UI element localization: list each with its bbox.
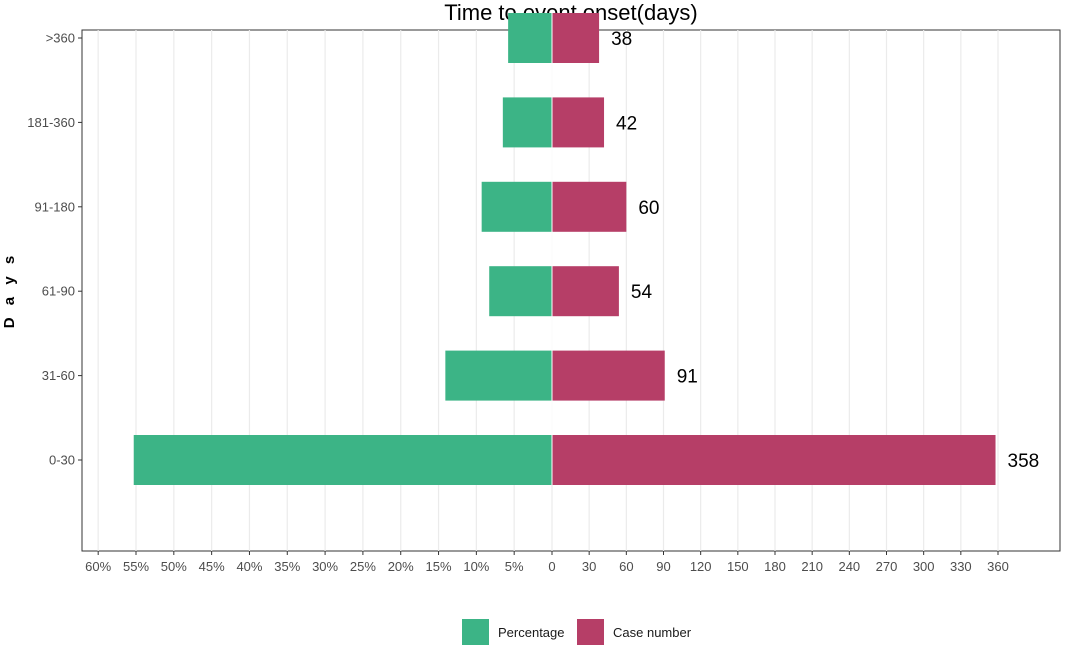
y-tick-label: 31-60 (42, 368, 75, 383)
value-label: 38 (611, 29, 632, 50)
y-tick-label: >360 (46, 31, 75, 46)
x-tick-label: 5% (505, 559, 524, 574)
y-tick-label: 0-30 (49, 453, 75, 468)
value-label: 42 (616, 113, 637, 134)
bar-percentage-5 (508, 13, 552, 63)
legend: Percentage Case number (462, 619, 692, 645)
value-label: 54 (631, 282, 653, 303)
x-tick-label: 20% (388, 559, 414, 574)
x-axis-ticks: 60% 55% 50% 45% 40% 35% 30% 25% 20% 15% 10% 5% 0 30 60… (85, 551, 1009, 574)
y-axis-ticks: 0-30 31-60 61-90 91-180 181-360 >360 (27, 31, 82, 468)
bar-percentage-4 (502, 97, 552, 148)
x-tick-label: 210 (801, 559, 823, 574)
y-tick-label: 181-360 (27, 115, 75, 130)
bar-case-number-1 (552, 350, 665, 401)
bar-percentage-2 (489, 266, 552, 317)
x-tick-label: 45% (199, 559, 225, 574)
x-tick-label: 25% (350, 559, 376, 574)
x-tick-label: 30% (312, 559, 338, 574)
x-tick-label: 240 (838, 559, 860, 574)
x-tick-label: 0 (548, 559, 555, 574)
x-tick-label: 330 (950, 559, 972, 574)
x-tick-label: 180 (764, 559, 786, 574)
x-tick-label: 15% (426, 559, 452, 574)
x-tick-label: 35% (274, 559, 300, 574)
x-tick-label: 40% (236, 559, 262, 574)
bar-percentage-3 (481, 181, 552, 232)
x-tick-label: 55% (123, 559, 149, 574)
bars (133, 13, 996, 485)
bar-case-number-2 (552, 266, 619, 317)
bar-case-number-5 (552, 13, 600, 63)
x-tick-label: 120 (690, 559, 712, 574)
bar-percentage-1 (445, 350, 552, 401)
legend-label-1: Case number (613, 625, 692, 640)
x-tick-label: 50% (161, 559, 187, 574)
value-label: 358 (1008, 451, 1040, 472)
value-label: 91 (677, 367, 698, 388)
legend-swatch-0 (462, 619, 489, 645)
value-label: 60 (638, 198, 659, 219)
y-axis-label: D a y s (1, 252, 18, 328)
x-tick-label: 150 (727, 559, 749, 574)
legend-swatch-1 (577, 619, 604, 645)
x-tick-label: 360 (987, 559, 1009, 574)
x-tick-label: 270 (876, 559, 898, 574)
value-labels: 358 91 54 60 42 38 (611, 29, 1039, 472)
bar-case-number-0 (552, 435, 996, 485)
x-tick-label: 10% (463, 559, 489, 574)
x-tick-label: 90 (656, 559, 670, 574)
bar-percentage-0 (133, 435, 553, 485)
x-tick-label: 60 (619, 559, 633, 574)
bar-case-number-4 (552, 97, 605, 148)
x-tick-label: 30 (582, 559, 596, 574)
y-tick-label: 61-90 (42, 284, 75, 299)
y-tick-label: 91-180 (35, 199, 75, 214)
x-tick-label: 300 (913, 559, 935, 574)
legend-label-0: Percentage (498, 625, 565, 640)
bar-case-number-3 (552, 181, 627, 232)
x-tick-label: 60% (85, 559, 111, 574)
